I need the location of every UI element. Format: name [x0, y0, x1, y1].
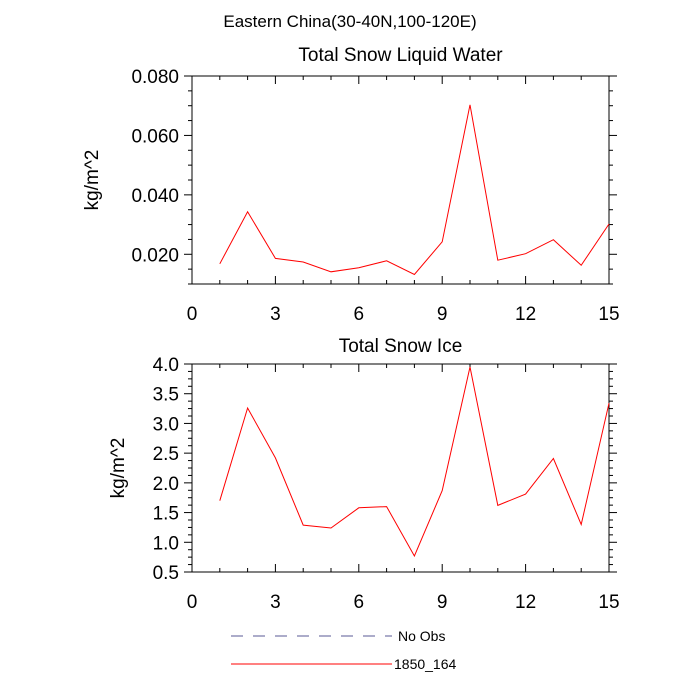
legend: No Obs 1850_164 [231, 628, 457, 672]
panel-title: Total Snow Ice [339, 336, 463, 357]
panel-1: Total Snow Liquid Water kg/m^2 0 3 6 9 12 15 0.0… [82, 45, 620, 325]
y-tick-label: 3.0 [153, 414, 179, 435]
x-tick-label: 9 [437, 304, 448, 325]
suptitle: Eastern China(30-40N,100-120E) [223, 12, 476, 31]
x-tick-label: 6 [354, 304, 365, 325]
y-tick-label: 0.020 [131, 245, 179, 266]
y-tick-label: 0.5 [153, 563, 179, 584]
y-tick-label: 1.5 [153, 504, 179, 525]
x-tick-label: 6 [354, 592, 365, 613]
y-tick-label: 2.5 [153, 444, 179, 465]
x-tick-label: 9 [437, 592, 448, 613]
y-tick-label: 4.0 [153, 355, 179, 376]
y-tick-label: 0.080 [131, 67, 179, 88]
legend-label-1: No Obs [398, 628, 445, 644]
y-tick-label: 2.0 [153, 474, 179, 495]
y-tick-label: 0.040 [131, 186, 179, 207]
legend-label-2: 1850_164 [394, 656, 457, 672]
series-line [219, 366, 610, 558]
y-tick-label: 0.060 [131, 126, 179, 147]
x-tick-label: 15 [598, 304, 619, 325]
y-tick-label: 3.5 [153, 385, 179, 406]
y-axis-label: kg/m^2 [82, 150, 103, 211]
plot-frame [191, 75, 610, 285]
panel-2: Total Snow Ice kg/m^2 0 3 6 9 12 15 0.5 1.0 1.5 2.0… [108, 336, 620, 613]
x-tick-label: 12 [515, 592, 536, 613]
x-tick-label: 3 [270, 304, 281, 325]
x-tick-label: 3 [270, 592, 281, 613]
panel-title: Total Snow Liquid Water [298, 45, 503, 66]
x-tick-label: 15 [598, 592, 619, 613]
x-tick-label: 0 [187, 592, 198, 613]
series-line [219, 104, 610, 276]
x-tick-label: 12 [515, 304, 536, 325]
y-axis-label: kg/m^2 [108, 438, 129, 499]
x-tick-label: 0 [187, 304, 198, 325]
y-tick-label: 1.0 [153, 533, 179, 554]
